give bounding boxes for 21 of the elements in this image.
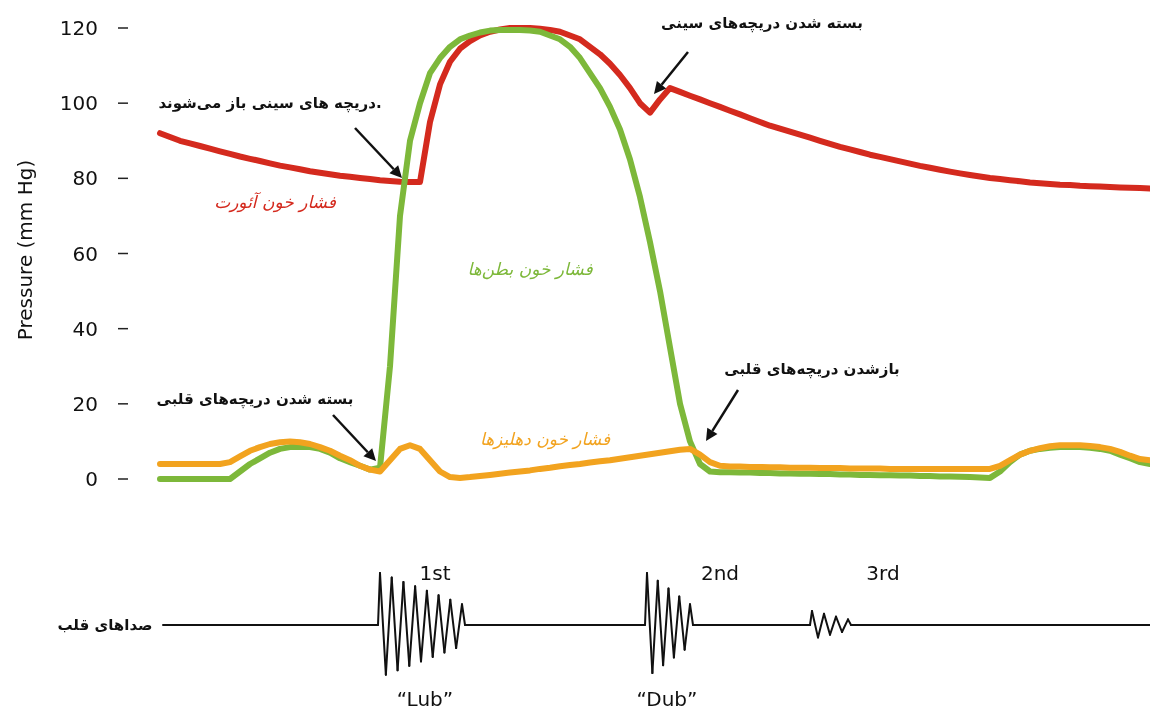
series-label: فشار خون آئورت — [214, 192, 337, 213]
y-tick-label: 120 — [59, 16, 98, 40]
y-tick-label: 20 — [72, 391, 98, 416]
annotation: دریچه های سینی باز می‌شوند. — [158, 94, 382, 113]
annotation: بسته شدن دریچه‌های قلبی — [156, 390, 354, 409]
text: 1st — [419, 561, 451, 585]
y-tick-label: 80 — [72, 166, 98, 191]
text: “Dub” — [636, 687, 698, 711]
y-tick-label: 60 — [72, 241, 98, 266]
annotation: بسته شدن دریچه‌های سینی — [661, 14, 863, 33]
y-tick-label: 40 — [72, 316, 98, 341]
text: فشار خون بطن‌ها — [467, 259, 594, 280]
text: صداهای قلب — [57, 616, 153, 634]
series-label: فشار خون دهلیزها — [479, 429, 611, 450]
text: “Lub” — [396, 687, 454, 711]
text: 3rd — [866, 561, 900, 585]
y-axis-title: Pressure (mm Hg) — [13, 159, 37, 341]
text: 2nd — [700, 561, 740, 585]
y-tick-label: 100 — [59, 91, 98, 116]
y-tick-label: 0 — [85, 467, 98, 491]
annotation: بازشدن دریچه‌های قلبی — [724, 360, 900, 379]
